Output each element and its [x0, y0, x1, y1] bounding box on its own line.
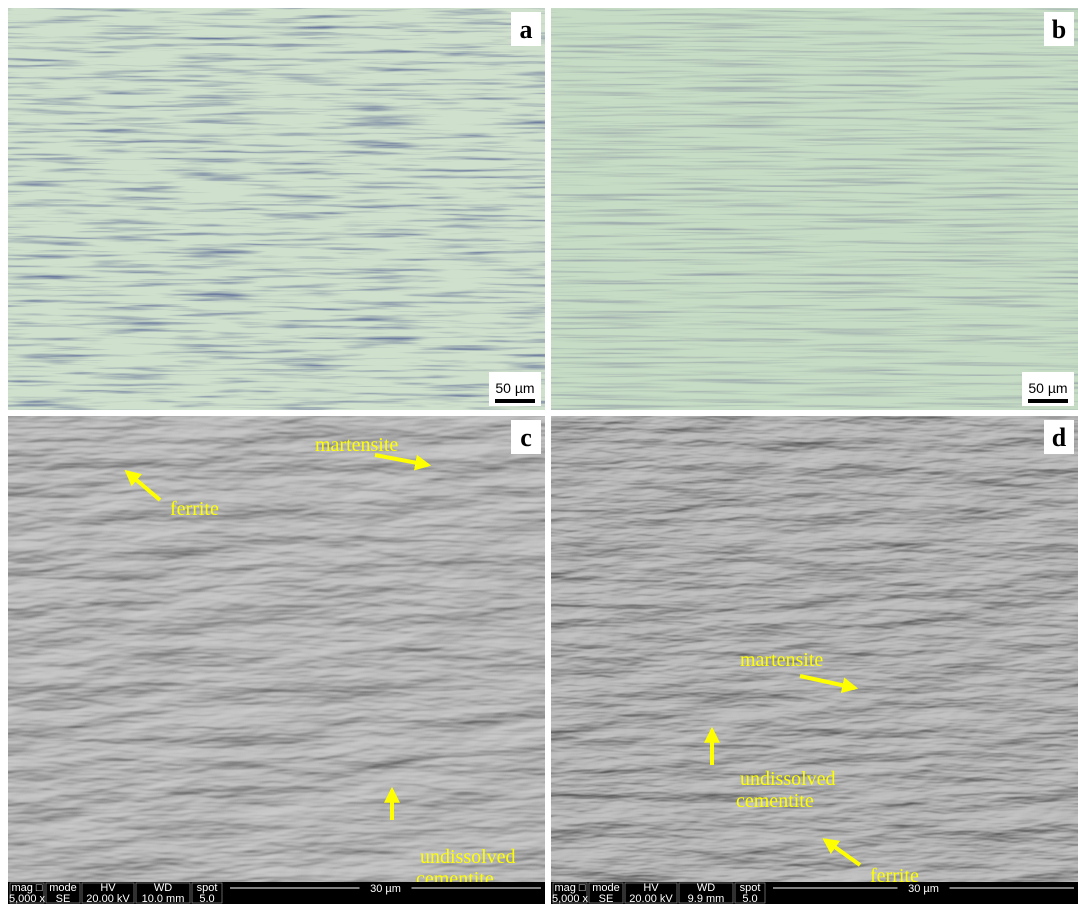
micrograph-panel: b 50 µm [551, 8, 1078, 410]
scale-bar [1028, 399, 1068, 403]
annotation-text: cementite [736, 790, 814, 812]
info-value: 20.00 kV [629, 893, 673, 904]
figure: a 50 µm b 50 µm c martensite ferrite undissolve… [0, 0, 1078, 904]
info-scale-label: 30 µm [908, 883, 939, 895]
info-value: 5,000 x [9, 893, 46, 904]
annotation-text: ferrite [170, 498, 219, 520]
micrograph-image [8, 416, 545, 904]
info-value: 9.9 mm [688, 893, 725, 904]
annotation-text: undissolved [740, 768, 836, 790]
info-value: 20.00 kV [86, 893, 130, 904]
info-value: 10.0 mm [142, 893, 185, 904]
micrograph-panel: cmartensiteferriteundissolvedcementitema… [8, 416, 545, 904]
info-value: 5.0 [742, 893, 757, 904]
scale-bar-label: 50 µm [495, 380, 534, 396]
info-value: SE [56, 893, 71, 904]
micrograph-image [8, 8, 545, 410]
micrograph-panel: a 50 µm [8, 8, 545, 410]
info-value: SE [599, 893, 614, 904]
micrograph-image [551, 8, 1078, 410]
scale-bar [495, 399, 535, 403]
annotation-text: martensite [315, 434, 398, 456]
panel-label: d [1052, 423, 1067, 452]
panel-label: a [520, 15, 533, 44]
micrograph-panel: dmartensiteundissolvedcementiteferritema… [551, 416, 1078, 904]
annotation-text: undissolved [420, 846, 516, 868]
info-value: 5,000 x [552, 893, 589, 904]
annotation-text: martensite [740, 649, 823, 671]
panel-label: c [520, 423, 532, 452]
panel-label: b [1052, 15, 1066, 44]
info-value: 5.0 [199, 893, 214, 904]
info-scale-label: 30 µm [370, 883, 401, 895]
scale-bar-label: 50 µm [1028, 380, 1067, 396]
